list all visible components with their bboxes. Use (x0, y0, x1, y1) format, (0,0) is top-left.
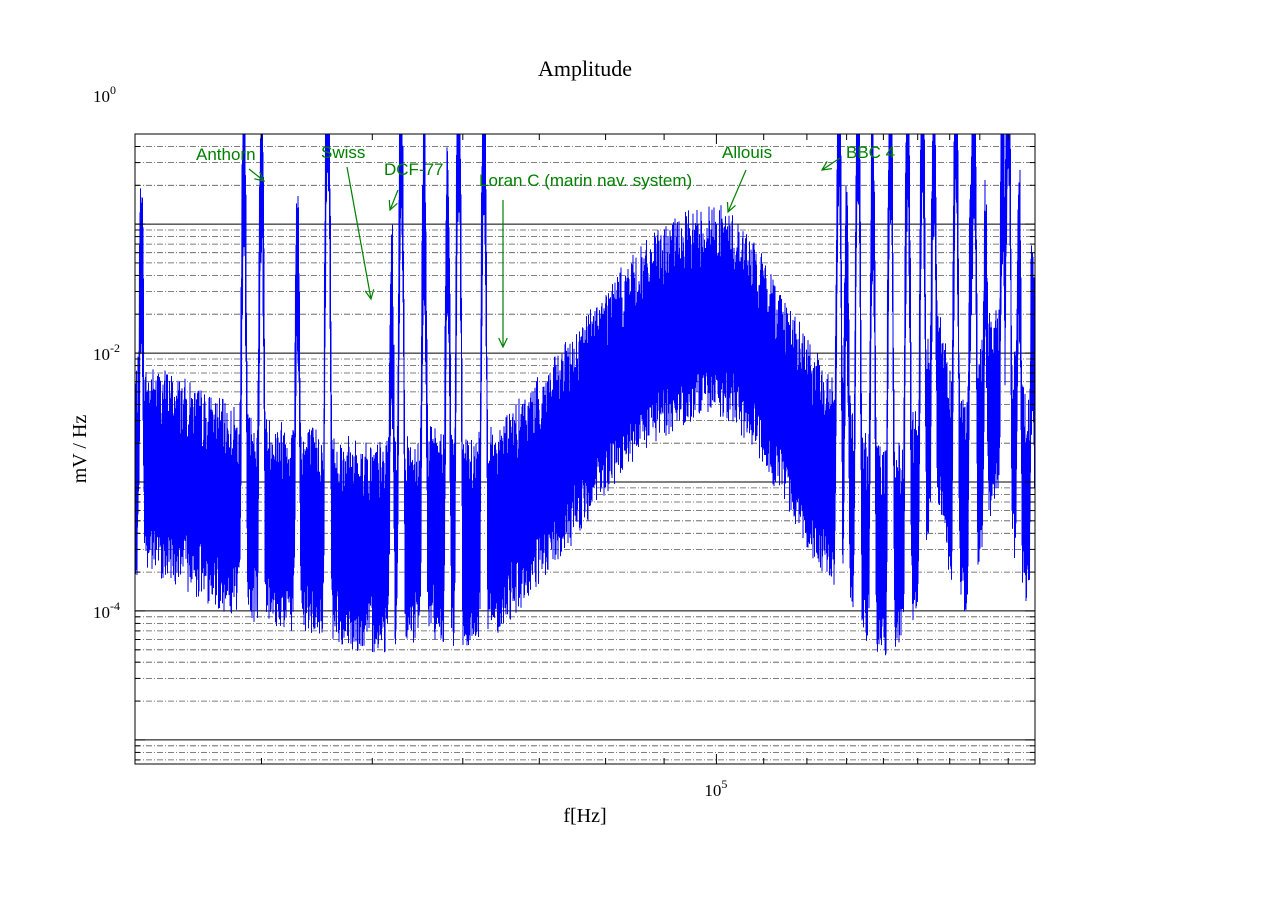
spectrum-series-line (134, 133, 1036, 656)
annotation-arrow (821, 157, 841, 171)
y-axis-label: mV / Hz (69, 415, 91, 484)
annotation-arrow (248, 168, 265, 182)
annotations: Anthorn Swiss DCF-77 Loran C (marin nav. sy… (196, 143, 895, 349)
series-layer (134, 133, 1036, 656)
annotation-arrowhead (388, 199, 398, 212)
annotation-label: BBC 4 (846, 143, 895, 162)
tick-labels: 105 100 10-2 10-4 (93, 83, 727, 800)
x-tick-label: 105 (704, 777, 727, 800)
chart-title: Amplitude (538, 56, 632, 81)
annotation-label: Swiss (321, 143, 365, 162)
y-tick-label: 10-2 (93, 341, 120, 364)
annotation-label: Allouis (722, 143, 772, 162)
x-axis-label: f[Hz] (563, 805, 606, 827)
annotation-arrowhead (498, 337, 508, 349)
annotation-label: Loran C (marin nav. system) (479, 171, 692, 190)
annotation-arrow (389, 189, 399, 211)
annotation-arrowhead (726, 201, 736, 214)
annotation-arrowhead (820, 161, 832, 171)
tick-marks (135, 133, 1036, 764)
annotation-label: DCF-77 (384, 160, 444, 179)
y-tick-label: 100 (93, 83, 116, 106)
annotation-arrowhead (364, 289, 375, 301)
annotation-arrow (727, 169, 747, 213)
annotation-label: Anthorn (196, 145, 256, 164)
annotation-arrow (346, 166, 372, 300)
annotation-arrowhead (254, 171, 266, 182)
plot-frame (134, 133, 1036, 765)
y-tick-label: 10-4 (93, 599, 120, 622)
